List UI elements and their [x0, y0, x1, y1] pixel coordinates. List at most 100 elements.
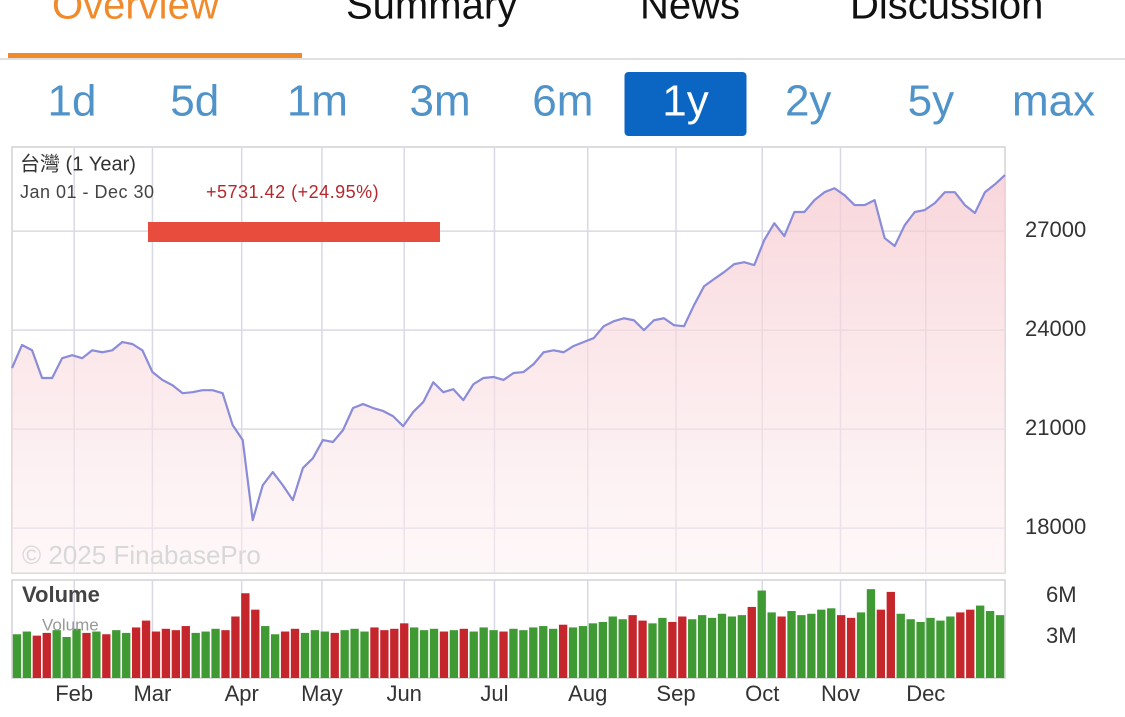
tab[interactable]: News: [640, 0, 740, 28]
volume-title: Volume: [22, 582, 100, 607]
watermark: © 2025 FinabasePro: [22, 540, 261, 570]
volume-bar: [42, 632, 51, 678]
volume-bar: [777, 616, 786, 678]
volume-bar: [22, 631, 32, 678]
volume-bar: [956, 612, 965, 678]
volume-bar: [191, 632, 200, 678]
volume-bar: [122, 632, 131, 678]
volume-bar: [707, 617, 717, 678]
volume-bar: [966, 609, 975, 678]
volume-bar: [201, 631, 210, 678]
volume-bar: [519, 630, 528, 678]
volume-bar: [181, 626, 190, 678]
volume-bar: [320, 631, 329, 678]
volume-bar: [529, 627, 538, 678]
y-tick-label: 3M: [1046, 623, 1077, 648]
tab[interactable]: Overview: [52, 0, 219, 28]
volume-bar: [737, 615, 747, 678]
volume-chart: 3M 6M: [11, 579, 1077, 679]
volume-bar: [678, 616, 687, 678]
x-tick-label: Sep: [656, 681, 695, 706]
volume-bar: [211, 628, 220, 678]
volume-bar: [479, 627, 488, 678]
volume-bar: [608, 616, 617, 678]
range-button[interactable]: 5d: [170, 77, 219, 126]
x-tick-label: Apr: [225, 681, 259, 706]
x-tick-label: Dec: [906, 681, 945, 706]
y-tick-label: 24000: [1025, 316, 1086, 341]
volume-bar: [836, 615, 846, 678]
range-button[interactable]: max: [1012, 77, 1095, 126]
volume-bar: [866, 589, 876, 678]
volume-bar: [12, 634, 22, 678]
volume-watermark: Volume: [42, 615, 99, 634]
volume-bar: [995, 615, 1005, 678]
volume-bar: [72, 628, 81, 678]
y-tick-label: 6M: [1046, 582, 1077, 607]
volume-bar: [886, 591, 895, 678]
volume-bar: [261, 626, 270, 678]
price-line: [10, 174, 1006, 522]
volume-bar: [936, 620, 945, 678]
x-tick-label: Feb: [55, 681, 93, 706]
range-selected: [624, 72, 747, 136]
volume-bar: [370, 627, 379, 678]
volume-bar: [846, 617, 856, 678]
volume-bar: [290, 628, 300, 678]
range-selector: 1d 5d 1m 3m 6m 1y 2y 5y max: [48, 72, 1095, 136]
volume-bar: [658, 617, 667, 678]
price-chart: Feb Mar Apr May Jun Jul Aug Sep Oct Nov Dec 18000 21…: [10, 146, 1086, 706]
y-tick-label: 18000: [1025, 514, 1086, 539]
range-button[interactable]: 2y: [785, 77, 831, 126]
volume-bar: [598, 621, 607, 678]
redaction-bar: [148, 222, 440, 242]
volume-bar: [817, 609, 826, 678]
volume-bar: [439, 631, 449, 678]
volume-bar: [916, 621, 925, 678]
range-button[interactable]: 1y: [662, 77, 708, 126]
volume-bar: [419, 630, 429, 678]
volume-bar: [251, 609, 260, 678]
volume-bar: [767, 612, 776, 678]
change-annotation: +5731.42 (+24.95%): [206, 182, 379, 202]
range-button[interactable]: 1d: [48, 77, 97, 126]
volume-bar: [102, 634, 111, 678]
range-button[interactable]: 1m: [287, 77, 348, 126]
volume-bar: [906, 619, 915, 678]
range-button[interactable]: 6m: [532, 77, 593, 126]
volume-bar: [131, 627, 141, 678]
volume-bar: [489, 630, 498, 678]
range-button[interactable]: 3m: [410, 77, 471, 126]
volume-bar: [52, 630, 61, 678]
chart-title: 台灣 (1 Year): [20, 152, 136, 175]
x-tick-label: Mar: [133, 681, 171, 706]
volume-bar: [161, 628, 171, 678]
volume-bar: [509, 628, 518, 678]
volume-bar: [628, 615, 637, 678]
volume-bar: [985, 611, 995, 678]
volume-bar: [638, 620, 647, 678]
volume-bar: [410, 627, 419, 678]
tab[interactable]: Discussion: [850, 0, 1043, 28]
price-area: [12, 175, 1005, 574]
chart-subtitle: Jan 01 - Dec 30: [20, 182, 155, 202]
x-tick-label: Oct: [745, 681, 779, 706]
volume-bar: [310, 630, 320, 678]
volume-bar: [340, 630, 349, 678]
volume-bar: [896, 613, 905, 678]
volume-bar: [92, 631, 101, 678]
volume-bar: [717, 613, 727, 678]
volume-bar: [380, 630, 389, 678]
volume-bar: [390, 628, 399, 678]
tab[interactable]: Summary: [346, 0, 517, 28]
x-tick-label: Jun: [386, 681, 421, 706]
volume-bar: [946, 616, 955, 678]
volume-bar: [618, 619, 627, 678]
tab-bar: Overview Summary News Discussion: [52, 0, 1043, 28]
volume-bar: [32, 635, 41, 678]
x-tick-label: May: [301, 681, 343, 706]
volume-bar: [727, 616, 737, 678]
range-button[interactable]: 5y: [908, 77, 954, 126]
volume-bar: [112, 630, 121, 678]
